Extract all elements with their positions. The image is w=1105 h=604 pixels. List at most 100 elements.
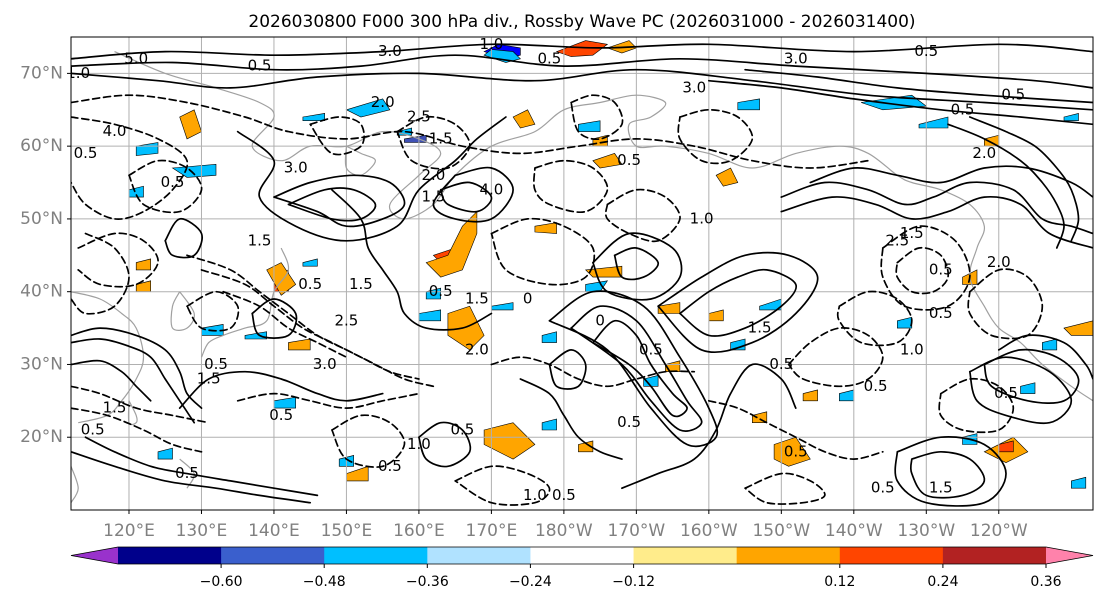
contour-label: 0 — [595, 311, 605, 329]
contour-label: 2.0 — [987, 253, 1011, 271]
contour-label: 1.5 — [421, 188, 445, 206]
longitude-label: 160°W — [680, 521, 738, 541]
colorbar-segment — [118, 547, 222, 564]
solid-contour — [251, 298, 298, 339]
dashed-contour — [532, 159, 609, 214]
colorbar-tick-label: −0.48 — [303, 574, 346, 590]
divergence-region — [483, 422, 536, 460]
contour-label: 1.0 — [523, 486, 547, 504]
contour-label: 3.0 — [682, 78, 706, 96]
coastline — [71, 466, 79, 504]
solid-contour — [71, 43, 1093, 60]
solid-contour — [548, 349, 587, 390]
contour-label: 0.5 — [639, 340, 663, 358]
contour-label: 1.0 — [407, 435, 431, 453]
contour-label: 0.5 — [552, 486, 576, 504]
contour-label: 1.5 — [429, 129, 453, 147]
solid-contour — [894, 436, 1007, 507]
dashed-contour — [236, 392, 420, 409]
longitude-label: 170°W — [607, 521, 665, 541]
longitude-label: 180°W — [535, 521, 593, 541]
dashed-contour — [967, 268, 1044, 340]
dashed-contour — [186, 290, 240, 332]
colorbar-segment — [427, 547, 532, 564]
contour-label: 2.0 — [972, 144, 996, 162]
dashed-contour — [396, 115, 471, 170]
solid-contour — [947, 123, 1065, 249]
longitude-label: 120°E — [103, 521, 155, 541]
contour-label: 0.5 — [864, 377, 888, 395]
solid-contour — [418, 421, 472, 468]
colorbar-segment — [324, 547, 428, 564]
colorbar-segments — [70, 546, 1094, 565]
solid-contour — [744, 68, 1093, 104]
contour-labels: 5.0 0.53.0 1.00.5 3.0 0.51.02.02.51.53.0 0.50… — [71, 35, 1025, 504]
contour-label: 2.0 — [421, 166, 445, 184]
contour-label: 4.0 — [103, 122, 127, 140]
longitude-label: 140°W — [825, 521, 883, 541]
contour-label: 0.5 — [784, 442, 808, 460]
dashed-contour — [71, 116, 189, 220]
latitude-label: 40°N — [20, 282, 63, 302]
contour-label: 0.5 — [1001, 86, 1025, 104]
latitude-label: 50°N — [20, 209, 63, 229]
divergence-region — [1063, 320, 1093, 336]
dashed-contour — [77, 232, 159, 288]
solid-contour — [331, 188, 493, 331]
contour-label: 0.5 — [269, 406, 293, 424]
colorbar-tick-label: 0.24 — [927, 574, 958, 590]
colorbar-ticks: −0.60−0.48−0.36−0.24−0.120.120.240.360.4… — [200, 564, 1062, 590]
contour-label: 0.5 — [929, 304, 953, 322]
contour-label: 0.5 — [951, 100, 975, 118]
solid-contour — [178, 370, 384, 409]
contour-label: 0.5 — [378, 457, 402, 475]
solid-contour — [679, 268, 798, 337]
longitude-label: 140°E — [248, 521, 300, 541]
colorbar-segment — [221, 547, 325, 564]
divergence-region — [541, 331, 557, 343]
colorbar-extend-high — [1046, 547, 1093, 564]
dashed-contour — [570, 94, 624, 141]
latitude-label: 70°N — [20, 63, 63, 83]
colorbar-extend-low — [71, 547, 118, 564]
divergence-region — [425, 287, 442, 300]
contour-label: 1.5 — [900, 224, 924, 242]
coastline — [127, 400, 138, 426]
solid-contour — [592, 232, 683, 301]
solid-contour — [71, 450, 312, 504]
contour-label: 0.5 — [248, 57, 272, 75]
contour-label: 1.0 — [479, 35, 503, 53]
longitude-label: 160°E — [393, 521, 445, 541]
latitude-label: 60°N — [20, 136, 63, 156]
dashed-contour — [71, 94, 870, 169]
colorbar-tick-label: 0.36 — [1030, 574, 1061, 590]
solid-contour — [909, 450, 986, 499]
divergence-region — [555, 40, 609, 57]
contour-label: 3.0 — [284, 159, 308, 177]
divergence-region — [802, 389, 818, 402]
contour-label: 0.5 — [871, 479, 895, 497]
contour-label: 0.5 — [617, 413, 641, 431]
coastlines — [71, 51, 1093, 504]
divergence-region — [1020, 382, 1036, 394]
solid-contour — [236, 116, 507, 242]
latitude-label: 20°N — [20, 427, 63, 447]
longitude-label: 120°W — [970, 521, 1028, 541]
contour-label: 0 — [523, 290, 533, 308]
divergence-region — [447, 305, 485, 351]
solid-contour — [519, 378, 623, 460]
contour-label: 1.0 — [690, 209, 714, 227]
dashed-contour — [128, 159, 203, 214]
contour-label: 2.0 — [371, 93, 395, 111]
colorbar-segment — [839, 547, 944, 564]
longitude-label: 150°E — [321, 521, 373, 541]
divergence-region — [578, 440, 594, 453]
contour-label: 0.5 — [204, 355, 228, 373]
contour-label: 1.5 — [197, 370, 221, 388]
solid-contour — [983, 348, 1080, 404]
solid-contour — [809, 165, 1093, 198]
dashed-contour — [707, 399, 884, 460]
divergence-region — [1071, 476, 1087, 489]
divergence-region — [288, 338, 311, 351]
divergence-region — [737, 98, 760, 111]
